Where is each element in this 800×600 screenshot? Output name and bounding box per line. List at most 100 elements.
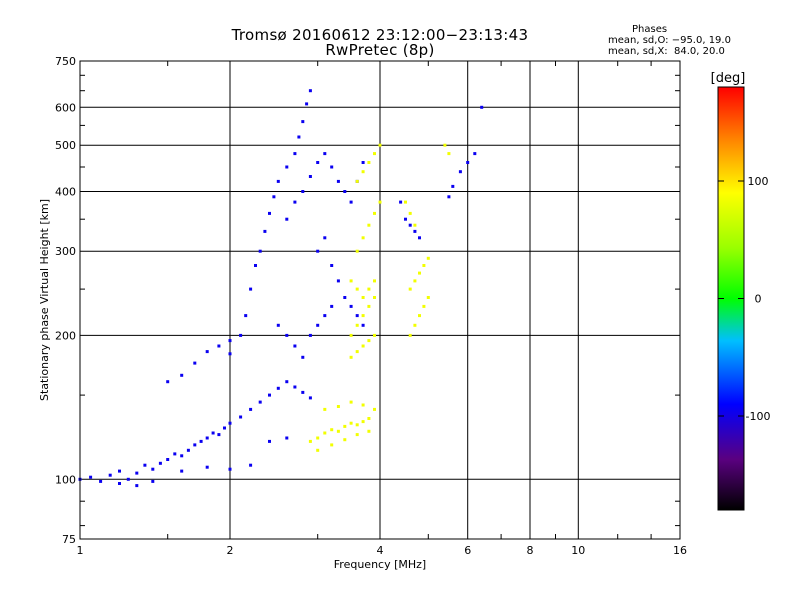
data-point <box>249 463 253 467</box>
y-axis-label: Stationary phase Virtual Height [km] <box>38 199 51 401</box>
y-tick-label: 75 <box>62 533 76 546</box>
data-point <box>285 217 289 221</box>
data-point <box>211 431 215 435</box>
data-point <box>367 429 371 433</box>
data-point <box>404 217 407 221</box>
stats-x-mode: mean, sd,X: 84.0, 20.0 <box>608 46 725 57</box>
data-point <box>158 461 162 465</box>
data-point <box>308 396 312 400</box>
grid-lines <box>80 61 680 539</box>
data-point <box>367 417 371 420</box>
data-point <box>166 458 170 461</box>
data-point <box>330 165 334 169</box>
data-point <box>293 152 297 156</box>
data-point <box>336 279 340 283</box>
data-point <box>316 436 320 440</box>
data-point <box>217 433 221 437</box>
y-tick-label: 500 <box>55 139 76 152</box>
data-point <box>316 161 320 164</box>
data-point <box>349 421 353 425</box>
data-point <box>166 380 170 384</box>
data-point <box>349 400 353 404</box>
data-point <box>355 423 359 427</box>
data-point <box>301 120 305 124</box>
data-point <box>323 407 327 411</box>
data-point <box>413 279 417 283</box>
data-point <box>297 135 301 139</box>
data-point <box>228 339 232 343</box>
data-point <box>135 471 139 475</box>
data-point <box>205 350 209 354</box>
x-tick-label: 1 <box>77 544 84 557</box>
data-point <box>336 405 340 408</box>
data-point <box>361 296 365 299</box>
data-point <box>173 452 177 456</box>
data-point <box>244 314 248 318</box>
data-point <box>399 200 403 204</box>
data-point <box>378 143 382 147</box>
data-point <box>228 352 232 356</box>
data-point <box>361 403 365 407</box>
data-point <box>308 333 312 337</box>
data-point <box>413 229 417 233</box>
data-point <box>293 344 297 348</box>
data-point <box>473 152 477 156</box>
data-point <box>355 350 359 354</box>
data-point <box>301 355 305 359</box>
data-point <box>426 256 430 260</box>
data-point <box>361 344 365 348</box>
data-point <box>367 304 371 308</box>
x-tick-label: 16 <box>673 544 687 557</box>
data-point <box>151 467 155 471</box>
x-tick-label: 4 <box>377 544 384 557</box>
data-point <box>268 393 271 397</box>
data-point <box>447 152 451 156</box>
data-point <box>193 443 197 447</box>
data-point <box>349 333 353 337</box>
data-point <box>99 479 103 483</box>
data-point <box>180 454 184 458</box>
data-point <box>89 475 93 479</box>
data-point <box>336 179 340 183</box>
data-point <box>285 165 289 169</box>
data-point <box>205 465 209 469</box>
data-point <box>276 323 280 327</box>
data-point <box>451 184 455 188</box>
data-point <box>118 469 121 473</box>
data-point <box>349 279 353 283</box>
data-point <box>305 102 309 106</box>
colorbar-ticks: 100 0 -100 <box>718 175 770 423</box>
data-point <box>330 264 334 267</box>
data-point <box>263 229 267 233</box>
data-point <box>343 296 347 299</box>
data-point <box>323 236 327 240</box>
data-point <box>408 211 412 215</box>
data-point <box>186 448 190 452</box>
data-point <box>336 429 340 433</box>
data-point <box>323 314 327 318</box>
data-point <box>228 467 232 471</box>
data-point <box>323 152 327 156</box>
y-tick-label: 600 <box>55 101 76 114</box>
data-point <box>373 296 376 299</box>
y-tick-label: 300 <box>55 245 76 258</box>
data-point <box>108 473 112 477</box>
x-axis-label: Frequency [MHz] <box>334 558 426 571</box>
x-tick-label: 2 <box>227 544 234 557</box>
x-tick-label: 10 <box>571 544 585 557</box>
data-point <box>285 333 289 337</box>
data-point <box>378 200 382 204</box>
data-point <box>223 426 226 430</box>
stats-o-mode: mean, sd,O: −95.0, 19.0 <box>608 35 731 46</box>
data-point <box>422 264 426 267</box>
data-point <box>217 344 221 348</box>
data-point <box>413 323 417 327</box>
data-point <box>330 428 334 432</box>
y-tick-label: 200 <box>55 329 76 342</box>
data-point <box>143 463 147 467</box>
data-point <box>293 200 297 204</box>
data-point <box>301 190 305 193</box>
data-point <box>355 287 359 291</box>
data-point <box>330 304 334 308</box>
data-point <box>249 407 253 411</box>
